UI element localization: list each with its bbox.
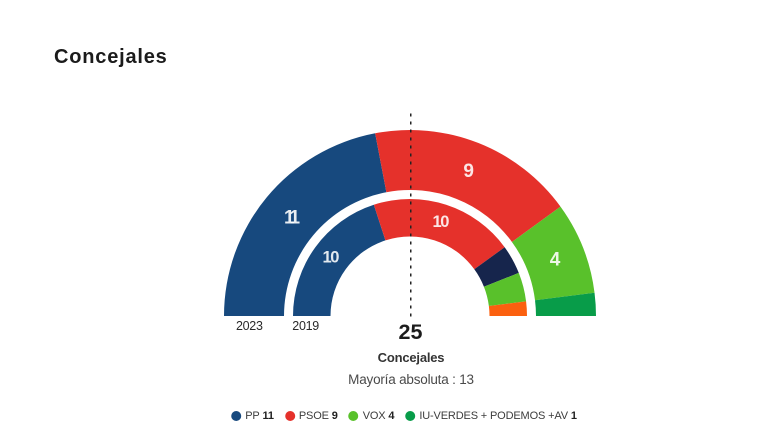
svg-text:10: 10 (323, 249, 340, 267)
svg-text:4: 4 (550, 250, 561, 271)
svg-text:10: 10 (433, 213, 450, 231)
svg-text:9: 9 (463, 161, 474, 182)
